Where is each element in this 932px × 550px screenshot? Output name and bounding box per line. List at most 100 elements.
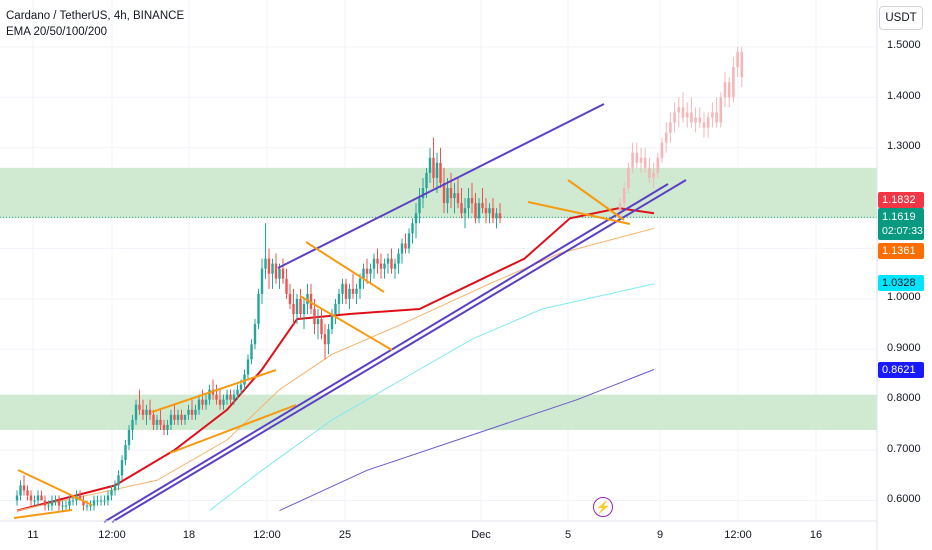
y-tick: 1.0000 — [887, 291, 921, 303]
pattern-line — [299, 295, 393, 351]
projection-body — [660, 142, 664, 158]
projection-body — [643, 157, 647, 168]
candle-body — [71, 500, 75, 502]
candle-body — [166, 424, 169, 430]
candle-body — [292, 303, 295, 315]
candle-body — [50, 500, 54, 506]
candle-body — [460, 203, 463, 214]
candle-body — [397, 253, 400, 264]
candle-body — [467, 198, 470, 209]
currency-button[interactable]: USDT — [879, 6, 923, 30]
chart-grid — [0, 0, 877, 521]
y-tick: 0.9000 — [887, 342, 921, 354]
candle-body — [404, 243, 407, 249]
projection-body — [732, 67, 735, 98]
candle-body — [299, 298, 302, 315]
ema200-badge: 0.8621 — [878, 362, 924, 378]
candle-body — [190, 409, 194, 415]
candle-body — [162, 424, 166, 430]
projection-body — [652, 172, 655, 178]
candle-body — [29, 495, 33, 501]
candle-body — [82, 500, 85, 506]
candle-body — [442, 182, 446, 204]
candle-body — [222, 399, 225, 405]
candle-body — [78, 495, 82, 501]
candle-body — [96, 500, 99, 502]
candle-body — [470, 198, 474, 204]
candle-body — [407, 233, 411, 249]
candle-body — [176, 414, 180, 420]
candle-body — [365, 268, 369, 274]
chart-title: Cardano / TetherUS, 4h, BINANCE — [6, 10, 185, 22]
pattern-line — [17, 469, 93, 506]
x-tick: 16 — [809, 529, 823, 541]
projection-body — [618, 203, 622, 214]
last-price-badge: 1.1619 02:07:33 — [878, 208, 924, 240]
candle-body — [218, 399, 222, 405]
candle-body — [358, 278, 362, 289]
high-price-badge: 1.1832 — [878, 192, 924, 208]
candle-body — [425, 172, 428, 189]
candle-body — [215, 394, 218, 400]
candle-body — [316, 319, 320, 325]
candle-body — [43, 500, 47, 506]
candle-body — [68, 500, 71, 506]
candle-body — [267, 258, 271, 274]
zone-rect — [0, 167, 877, 219]
candle-body — [40, 495, 43, 501]
indicator-legend[interactable]: EMA 20/50/100/200 — [6, 26, 108, 38]
lightning-icon[interactable]: ⚡ — [593, 497, 613, 517]
candle-body — [456, 193, 460, 204]
candle-body — [432, 157, 435, 178]
candle-body — [369, 268, 372, 274]
candle-body — [113, 485, 117, 491]
projection-body — [673, 112, 676, 123]
candle-body — [103, 500, 106, 502]
candle-body — [362, 268, 365, 279]
candle-body — [159, 419, 162, 425]
candle-body — [418, 198, 421, 214]
candle-body — [246, 359, 250, 375]
candle-body — [61, 505, 64, 507]
projection-body — [706, 117, 710, 128]
x-tick: Dec — [471, 529, 491, 541]
candle-body — [274, 263, 278, 279]
pattern-line — [13, 509, 73, 519]
candle-body — [278, 268, 281, 279]
projection-candles — [618, 46, 744, 219]
candle-body — [22, 485, 26, 491]
candle-body — [152, 414, 155, 425]
x-tick: 11 — [27, 529, 39, 541]
candle-body — [253, 324, 257, 345]
projection-body — [727, 82, 731, 98]
candle-body — [194, 409, 197, 415]
projection-body — [635, 152, 639, 163]
candle-body — [344, 283, 348, 299]
candle-body — [351, 288, 355, 294]
candle-body — [491, 208, 495, 219]
candle-body — [131, 419, 134, 430]
candle-body — [89, 505, 92, 507]
projection-body — [711, 112, 714, 118]
candle-body — [239, 384, 243, 390]
y-tick: 0.7000 — [887, 443, 921, 455]
candle-body — [295, 298, 299, 315]
ema-line-ema-50 — [16, 227, 655, 512]
candle-body — [313, 308, 316, 325]
y-tick: 1.4000 — [887, 90, 921, 102]
candle-body — [376, 258, 379, 264]
ema-line-ema-200 — [279, 369, 655, 512]
candle-body — [348, 288, 351, 299]
pattern-line — [567, 179, 625, 221]
pattern-line — [305, 241, 385, 293]
candle-body — [232, 394, 236, 400]
candle-body — [106, 495, 110, 501]
candle-body — [271, 263, 274, 274]
candle-body — [435, 162, 439, 178]
projection-body — [736, 51, 739, 68]
projection-body — [681, 107, 685, 118]
ema-line-ema-20 — [16, 207, 655, 512]
candle-body — [99, 500, 103, 502]
candle-body — [120, 460, 124, 476]
